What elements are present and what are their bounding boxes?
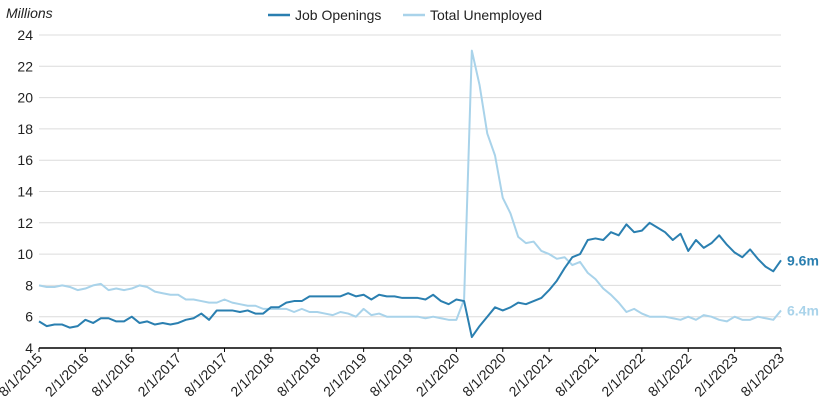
x-tick-label: 8/1/2019 <box>366 350 416 400</box>
x-tick-label: 2/1/2017 <box>134 350 184 400</box>
legend-entry: Job Openings <box>295 7 381 23</box>
gridlines <box>39 34 781 318</box>
x-tick-label: 8/1/2017 <box>181 350 231 400</box>
end-label-total-unemployed: 6.4m <box>787 302 819 318</box>
x-tick-label: 8/1/2022 <box>645 350 695 400</box>
legend: Job Openings Total Unemployed <box>268 7 542 23</box>
y-tick-label: 12 <box>17 215 33 231</box>
x-tick-label: 8/1/2023 <box>737 350 787 400</box>
x-tick-label: 8/1/2020 <box>459 350 509 400</box>
y-tick-label: 10 <box>17 246 33 262</box>
y-tick-label: 4 <box>25 340 33 356</box>
series-line-job-openings <box>38 221 782 339</box>
x-tick-label: 8/1/2016 <box>88 350 138 400</box>
x-tick-label: 2/1/2018 <box>227 350 277 400</box>
y-tick-label: 8 <box>25 277 33 293</box>
x-tick-label: 2/1/2019 <box>320 350 370 400</box>
y-tick-label: 24 <box>17 27 33 43</box>
unit-label: Millions <box>6 5 53 21</box>
series-line-total-unemployed <box>38 49 782 323</box>
y-tick-label: 20 <box>17 90 33 106</box>
y-tick-label: 14 <box>17 184 33 200</box>
legend-entry: Total Unemployed <box>430 7 542 23</box>
axes: 46810121416182022248/1/20152/1/20168/1/2… <box>0 27 787 400</box>
x-tick-label: 2/1/2023 <box>691 350 741 400</box>
end-labels: 9.6m 6.4m <box>787 252 819 318</box>
x-tick-label: 2/1/2022 <box>598 350 648 400</box>
x-tick-label: 2/1/2016 <box>42 350 92 400</box>
x-tick-label: 2/1/2021 <box>505 350 555 400</box>
y-tick-label: 6 <box>25 309 33 325</box>
y-tick-label: 22 <box>17 58 33 74</box>
x-tick-label: 2/1/2020 <box>413 350 463 400</box>
x-tick-label: 8/1/2015 <box>0 350 45 400</box>
y-tick-label: 16 <box>17 152 33 168</box>
x-tick-label: 8/1/2018 <box>274 350 324 400</box>
series-lines <box>38 49 782 339</box>
x-tick-label: 8/1/2021 <box>552 350 602 400</box>
y-tick-label: 18 <box>17 121 33 137</box>
end-label-job-openings: 9.6m <box>787 252 819 268</box>
